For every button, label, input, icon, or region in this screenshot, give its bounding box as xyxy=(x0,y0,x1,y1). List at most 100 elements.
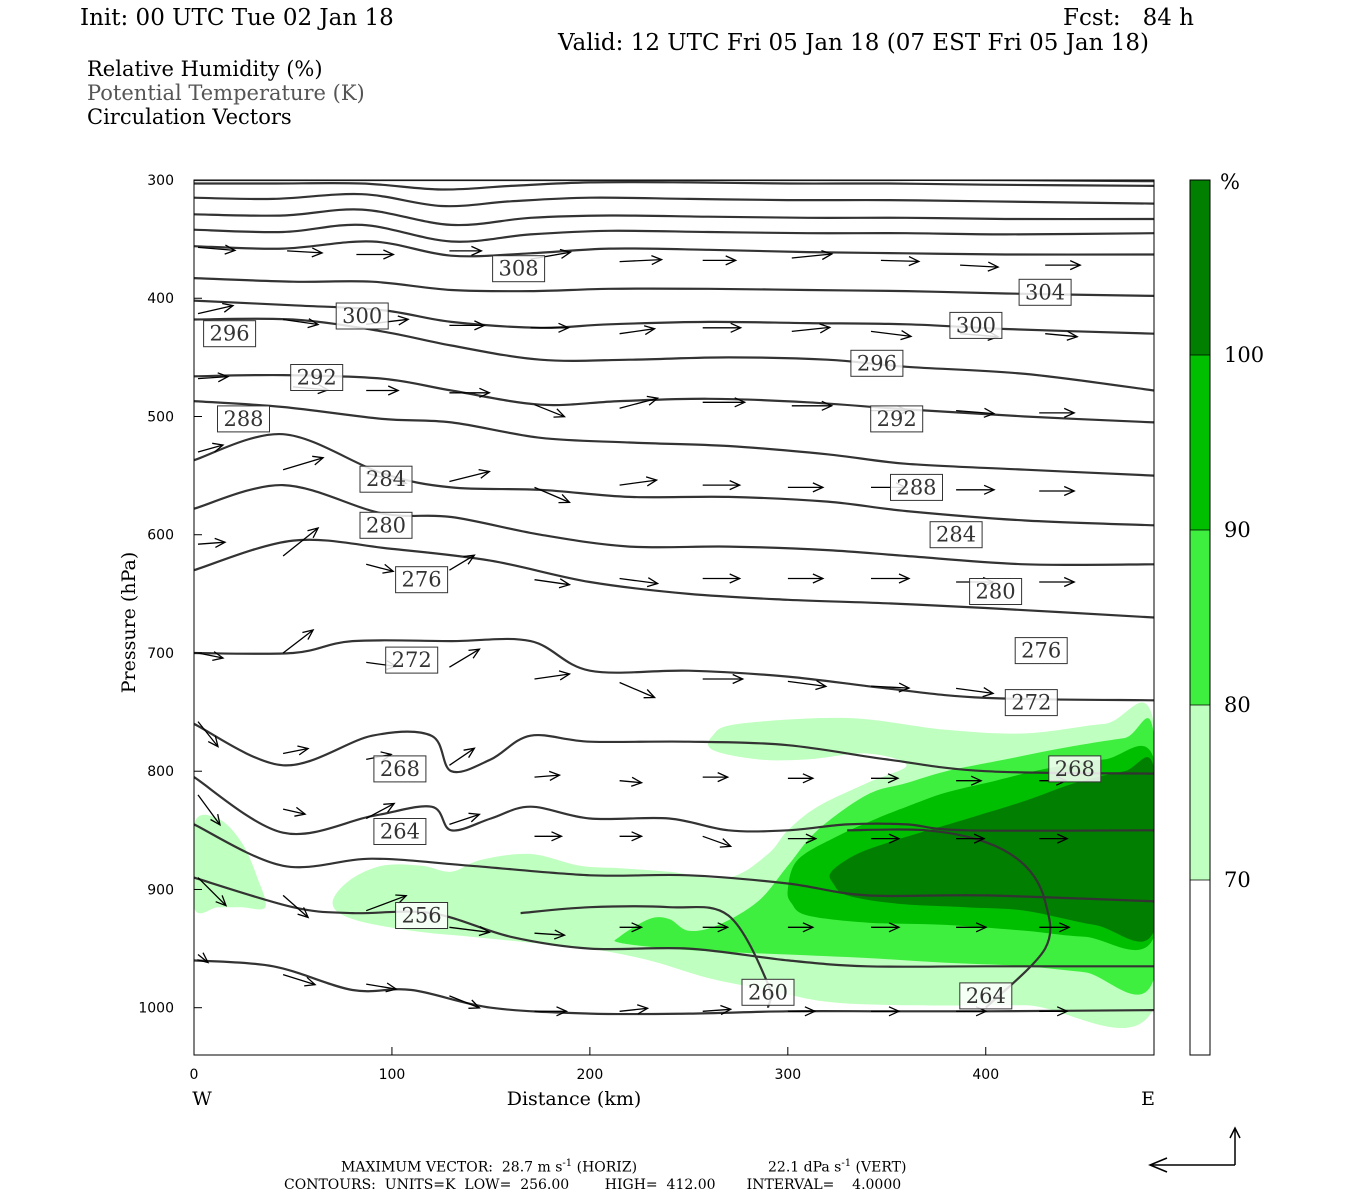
vector-head xyxy=(819,323,832,334)
vector-shaft xyxy=(197,953,209,964)
colorbar-level-label: 90 xyxy=(1224,518,1251,542)
circulation-vector xyxy=(1039,485,1076,497)
vector-shaft xyxy=(702,835,731,847)
vector-head xyxy=(973,833,986,844)
circulation-vector xyxy=(282,629,315,654)
theta-contour-line xyxy=(194,776,1154,836)
vector-head xyxy=(982,687,995,698)
circulation-vector xyxy=(702,573,742,584)
y-tick-label: 700 xyxy=(147,646,174,662)
contour-label: 300 xyxy=(335,302,389,330)
colorbar-unit: % xyxy=(1220,170,1240,194)
contour-label: 260 xyxy=(741,978,795,1006)
max-vector-vert-value: 22.1 dPa s xyxy=(768,1159,842,1176)
vector-head xyxy=(383,802,396,813)
circulation-vector xyxy=(619,922,644,933)
contour-label-text: 300 xyxy=(342,304,382,328)
vector-head xyxy=(553,929,567,940)
circulation-vector xyxy=(449,812,481,826)
valid-time: Valid: 12 UTC Fri 05 Jan 18 (07 EST Fri … xyxy=(558,30,1149,56)
circulation-vector xyxy=(534,929,567,940)
contour-label-box xyxy=(929,521,983,549)
rh-fill-layer xyxy=(194,702,1154,1028)
vector-head xyxy=(297,907,310,919)
contour-label: 256 xyxy=(395,902,449,929)
theta-contour-line xyxy=(194,483,1154,567)
vector-shaft xyxy=(449,995,480,1009)
x-tick-label: 0 xyxy=(190,1067,199,1083)
colorbar-segment xyxy=(1190,355,1210,530)
max-vector-horiz-label: (HORIZ) xyxy=(572,1159,638,1176)
contour-label: 300 xyxy=(949,311,1003,339)
theta-contour-line xyxy=(194,823,1154,903)
circulation-vector xyxy=(787,680,828,691)
contour-label: 288 xyxy=(890,473,943,501)
vector-shaft xyxy=(619,328,655,335)
colorbar-level-label: 80 xyxy=(1224,693,1251,717)
vector-head xyxy=(297,745,310,756)
vector-head xyxy=(821,400,834,411)
vector-shaft xyxy=(534,486,570,503)
circulation-vector xyxy=(449,747,476,766)
vector-head xyxy=(887,773,900,784)
vector-shaft xyxy=(619,577,658,585)
circulation-vector xyxy=(787,573,825,584)
vector-head xyxy=(558,493,571,504)
axes-layer: 300 400 500 600 700 800 900 1000 0 100 200 300 400 W E… xyxy=(118,173,1155,1110)
vector-head xyxy=(383,249,395,260)
circulation-vector xyxy=(791,249,834,261)
vector-shaft xyxy=(282,973,316,986)
vector-shaft xyxy=(619,258,662,263)
vector-head xyxy=(643,689,657,699)
vector-head xyxy=(812,482,825,493)
circulation-vector xyxy=(956,407,996,418)
vector-shaft xyxy=(956,687,994,695)
circulation-vector xyxy=(449,648,481,668)
vector-head xyxy=(888,1006,901,1017)
vector-head xyxy=(987,261,1000,272)
circulation-vector xyxy=(366,385,400,396)
circulation-vector xyxy=(282,745,310,756)
contour-label-text: 288 xyxy=(896,475,936,499)
vector-shaft xyxy=(870,330,912,338)
vector-shaft xyxy=(791,326,830,333)
contour-label: 288 xyxy=(217,405,270,433)
vector-head xyxy=(821,249,834,261)
contour-label: 292 xyxy=(870,405,924,433)
vector-head xyxy=(651,254,664,266)
x-tick-label: 100 xyxy=(379,1067,406,1083)
vector-shaft xyxy=(449,648,480,668)
vector-head xyxy=(217,372,230,383)
vector-head xyxy=(630,776,644,787)
circulation-vector xyxy=(702,673,745,685)
theta-contour-line xyxy=(194,637,1154,702)
vector-shaft xyxy=(449,747,475,766)
circulation-vector xyxy=(787,833,818,844)
contour-label-text: 276 xyxy=(402,568,442,592)
circulation-vector xyxy=(880,256,921,267)
contour-label-text: 272 xyxy=(392,648,432,672)
vector-head xyxy=(815,680,828,691)
theta-contour-line xyxy=(194,192,1154,208)
contour-label-box xyxy=(741,978,795,1006)
ref-vector-vertical-head xyxy=(1229,1126,1241,1139)
vector-head xyxy=(222,302,235,313)
circulation-vector xyxy=(449,320,486,331)
theta-contour-line xyxy=(194,538,1154,619)
vector-shaft xyxy=(534,673,570,680)
contour-label-box xyxy=(949,311,1003,339)
contour-label: 272 xyxy=(385,646,439,674)
circulation-vector xyxy=(197,302,235,315)
contour-label: 296 xyxy=(850,349,904,377)
circulation-vector xyxy=(282,527,320,557)
vector-shaft xyxy=(619,780,642,784)
vector-head xyxy=(888,922,901,933)
vector-head xyxy=(207,735,219,748)
contour-label-box xyxy=(359,465,413,493)
circulation-vector xyxy=(1045,330,1079,341)
vector-head xyxy=(478,468,491,479)
vector-head xyxy=(214,537,227,548)
x-end-label-east: E xyxy=(1141,1088,1155,1110)
circulation-vector xyxy=(197,721,219,748)
circulation-vector xyxy=(197,952,210,964)
